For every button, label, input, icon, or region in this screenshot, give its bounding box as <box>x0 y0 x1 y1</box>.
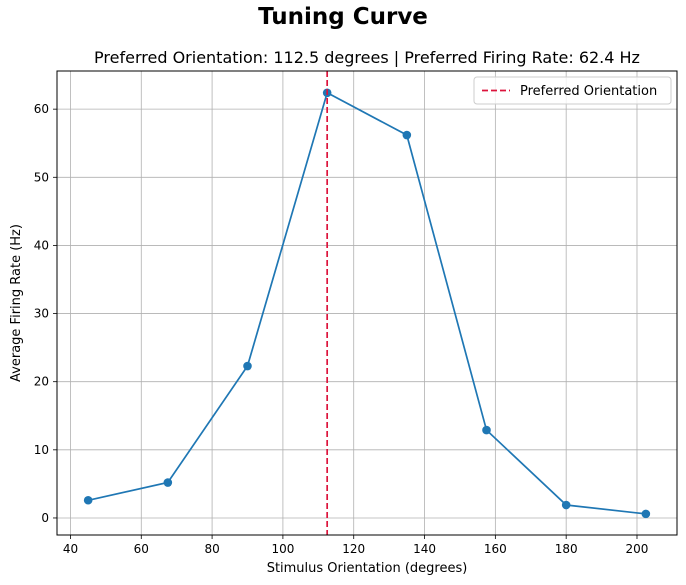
y-axis-label: Average Firing Rate (Hz) <box>9 224 24 382</box>
y-tick-label: 0 <box>41 511 49 525</box>
data-point <box>561 500 571 510</box>
x-tick-label: 60 <box>134 542 149 556</box>
y-tick-label: 30 <box>34 307 49 321</box>
x-axis-label: Stimulus Orientation (degrees) <box>267 561 468 576</box>
x-tick-label: 40 <box>63 542 78 556</box>
y-tick-label: 40 <box>34 238 49 252</box>
legend: Preferred Orientation <box>473 76 672 105</box>
legend-box <box>473 76 672 105</box>
series-layer <box>83 88 651 519</box>
y-tick-label: 60 <box>34 102 49 116</box>
grid <box>57 71 677 535</box>
y-tick-label: 10 <box>34 443 49 457</box>
data-point <box>163 478 173 487</box>
data-point <box>402 130 412 140</box>
x-tick-label: 140 <box>413 542 436 556</box>
figure-title: Tuning Curve <box>258 4 428 30</box>
data-point <box>243 361 252 371</box>
ticks: 40 60 80 100 120 140 160 180 200 0 10 20 30 40 50 60 <box>34 102 649 556</box>
data-point <box>641 509 651 519</box>
data-point <box>482 425 491 435</box>
legend-label: Preferred Orientation <box>520 84 657 99</box>
x-tick-label: 160 <box>484 542 507 556</box>
x-tick-label: 80 <box>204 542 219 556</box>
data-point <box>83 495 93 505</box>
x-tick-label: 180 <box>555 542 578 556</box>
y-tick-label: 50 <box>34 170 49 184</box>
x-tick-label: 120 <box>342 542 365 556</box>
series-line <box>88 91 646 515</box>
x-tick-label: 200 <box>626 542 649 556</box>
x-tick-label: 100 <box>271 542 294 556</box>
y-tick-label: 20 <box>34 375 49 389</box>
chart-subtitle: Preferred Orientation: 112.5 degrees | P… <box>94 48 640 67</box>
axes-frame <box>56 70 678 536</box>
